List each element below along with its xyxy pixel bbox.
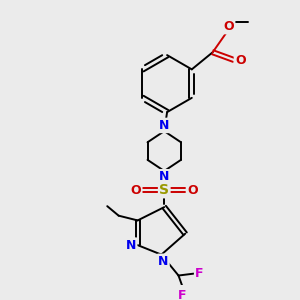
Text: F: F: [178, 289, 187, 300]
Text: S: S: [159, 183, 169, 197]
Text: O: O: [130, 184, 141, 196]
Text: O: O: [235, 54, 246, 67]
Text: F: F: [195, 267, 204, 280]
Text: N: N: [158, 255, 169, 268]
Text: O: O: [224, 20, 234, 33]
Text: O: O: [188, 184, 198, 196]
Text: N: N: [126, 238, 136, 252]
Text: N: N: [159, 119, 169, 132]
Text: N: N: [159, 170, 169, 183]
